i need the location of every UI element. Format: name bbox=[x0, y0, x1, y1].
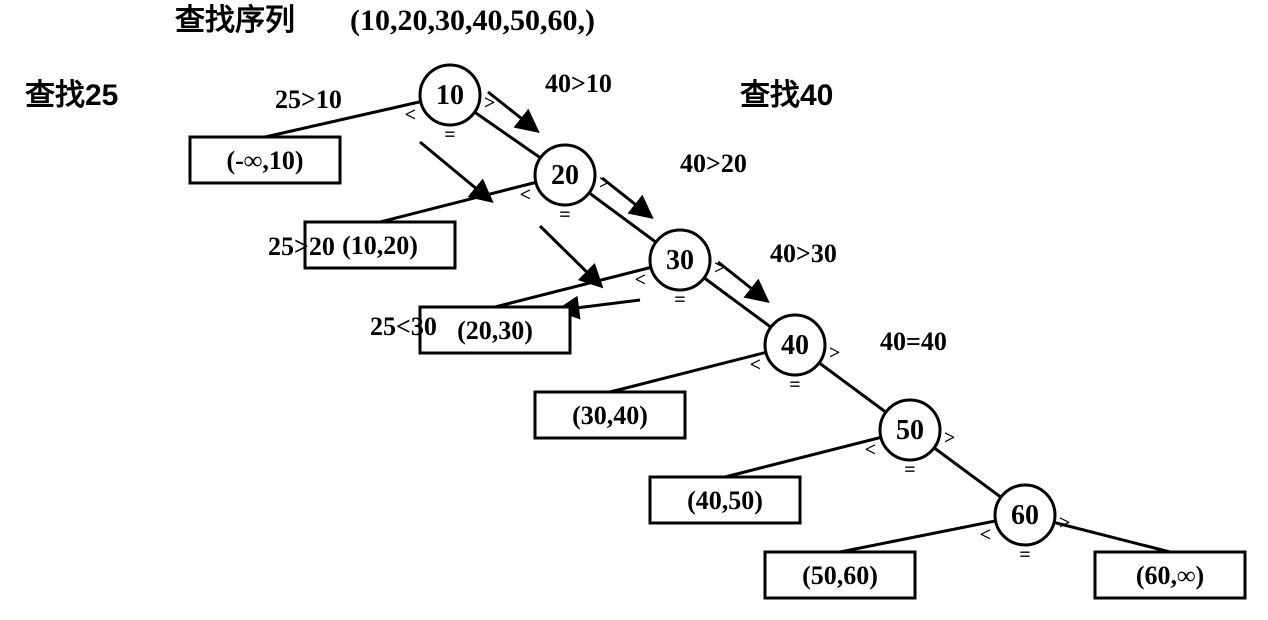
compare-label-right: 40>20 bbox=[680, 149, 747, 178]
leaf-label: (10,20) bbox=[342, 231, 418, 260]
search-left-label: 查找25 bbox=[25, 79, 118, 112]
tree-node: 40 < > = bbox=[750, 315, 841, 396]
leaf-node: (-∞,10) bbox=[190, 137, 340, 183]
gt-symbol: > bbox=[714, 257, 725, 279]
eq-symbol: = bbox=[789, 374, 800, 396]
path-arrow-25 bbox=[540, 226, 600, 285]
node-value: 50 bbox=[896, 415, 924, 446]
header-title: 查找序列 bbox=[175, 3, 295, 37]
leaf-label: (-∞,10) bbox=[226, 146, 303, 175]
eq-symbol: = bbox=[1019, 544, 1030, 566]
node-value: 20 bbox=[551, 160, 579, 191]
eq-symbol: = bbox=[559, 204, 570, 226]
lt-symbol: < bbox=[980, 524, 991, 546]
compare-label-left: 25>10 bbox=[275, 85, 342, 114]
leaf-label: (60,∞) bbox=[1136, 561, 1204, 590]
node-value: 60 bbox=[1011, 500, 1039, 531]
search-tree-diagram: (-∞,10) (10,20) (20,30) (30,40) (40,50) (50,6… bbox=[0, 0, 1268, 620]
eq-symbol: = bbox=[674, 289, 685, 311]
eq-symbol: = bbox=[444, 124, 455, 146]
tree-node: 30 < > = bbox=[635, 230, 726, 311]
node-value: 10 bbox=[436, 80, 464, 111]
gt-symbol: > bbox=[484, 92, 495, 114]
compare-label-right: 40=40 bbox=[880, 327, 947, 356]
leaf-node: (60,∞) bbox=[1095, 552, 1245, 598]
gt-symbol: > bbox=[829, 342, 840, 364]
lt-symbol: < bbox=[750, 354, 761, 376]
lt-symbol: < bbox=[520, 184, 531, 206]
tree-node: 50 < > = bbox=[865, 400, 956, 481]
node-value: 30 bbox=[666, 245, 694, 276]
node-value: 40 bbox=[781, 330, 809, 361]
tree-node: 10 < > = bbox=[405, 65, 496, 146]
leaf-node: (20,30) bbox=[420, 307, 570, 353]
path-arrow-25 bbox=[420, 142, 490, 200]
header-sequence: (10,20,30,40,50,60,) bbox=[350, 4, 595, 37]
leaf-node: (30,40) bbox=[535, 392, 685, 438]
tree-node: 60 < > = bbox=[980, 485, 1071, 566]
compare-label-right: 40>10 bbox=[545, 69, 612, 98]
eq-symbol: = bbox=[904, 459, 915, 481]
gt-symbol: > bbox=[944, 427, 955, 449]
leaf-label: (20,30) bbox=[457, 316, 533, 345]
lt-symbol: < bbox=[635, 269, 646, 291]
search-right-label: 查找40 bbox=[740, 79, 833, 112]
gt-symbol: > bbox=[599, 172, 610, 194]
gt-symbol: > bbox=[1059, 512, 1070, 534]
compare-label-left: 25<30 bbox=[370, 312, 437, 341]
leaf-node: (40,50) bbox=[650, 477, 800, 523]
path-arrow-25 bbox=[560, 300, 640, 310]
lt-symbol: < bbox=[865, 439, 876, 461]
leaf-label: (50,60) bbox=[802, 561, 878, 590]
lt-symbol: < bbox=[405, 104, 416, 126]
compare-label-left: 25>20 bbox=[268, 232, 335, 261]
leaf-node: (50,60) bbox=[765, 552, 915, 598]
leaf-label: (40,50) bbox=[687, 486, 763, 515]
compare-label-right: 40>30 bbox=[770, 239, 837, 268]
leaf-label: (30,40) bbox=[572, 401, 648, 430]
tree-node: 20 < > = bbox=[520, 145, 611, 226]
